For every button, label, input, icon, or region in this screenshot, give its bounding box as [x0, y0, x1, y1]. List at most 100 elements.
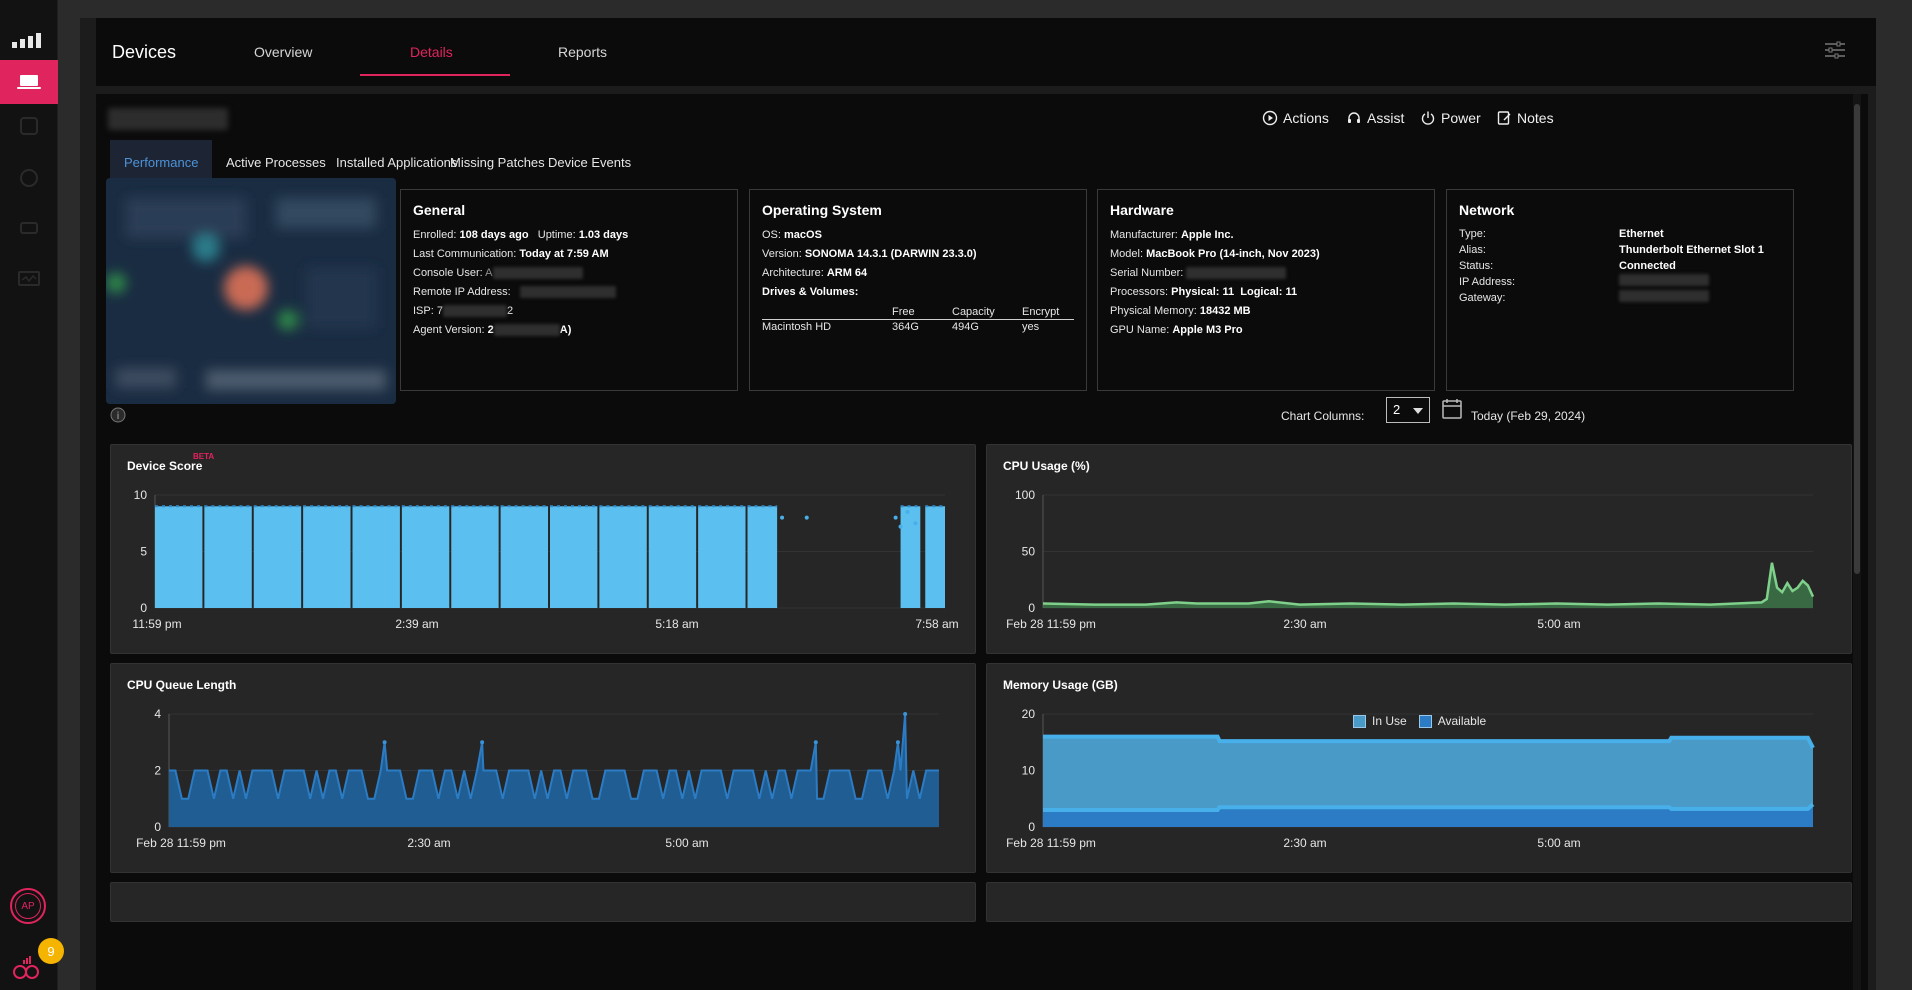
users-icon[interactable] [0, 206, 58, 250]
os-title: Operating System [762, 202, 882, 218]
subtab-missing-patches[interactable]: Missing Patches [450, 154, 545, 170]
legend-available[interactable]: Available [1437, 714, 1487, 728]
processors-label: Processors: [1110, 286, 1169, 298]
notes-button[interactable]: Notes [1496, 110, 1554, 126]
cpu-usage-title: CPU Usage (%) [1003, 459, 1090, 473]
subtab-device-events[interactable]: Device Events [548, 154, 632, 170]
architecture-value: ARM 64 [826, 267, 868, 279]
score-bar [204, 506, 252, 608]
date-picker-label[interactable]: Today (Feb 29, 2024) [1471, 409, 1586, 423]
tab-reports[interactable]: Reports [558, 44, 608, 60]
x-tick-label: 2:30 am [1283, 836, 1326, 850]
network-status-value: Connected [1619, 260, 1676, 272]
network-alias-value: Thunderbolt Ethernet Slot 1 [1619, 244, 1764, 256]
hardware-title: Hardware [1110, 202, 1174, 218]
drive-name: Macintosh HD [762, 321, 832, 333]
x-tick-label: 5:00 am [1537, 836, 1580, 850]
memory-label: Physical Memory: [1110, 305, 1197, 317]
agent-version-partial-b: A) [559, 324, 572, 336]
signal-bars-icon[interactable] [0, 18, 58, 62]
manufacturer-row: Manufacturer: Apple Inc. [1110, 226, 1422, 245]
console-user-partial: A [485, 267, 493, 279]
console-user-row: Console User: A [413, 264, 725, 283]
agent-version-label: Agent Version: [413, 324, 485, 336]
subtab-installed-applications[interactable]: Installed Applications [336, 154, 458, 170]
avatar-initials: AP [15, 893, 41, 919]
gpu-row: GPU Name: Apple M3 Pro [1110, 321, 1422, 340]
serial-row: Serial Number: [1110, 264, 1422, 283]
tab-overview[interactable]: Overview [254, 44, 313, 60]
score-bar [925, 506, 945, 608]
notification-count-badge: 9 [38, 938, 64, 964]
actions-button[interactable]: Actions [1262, 110, 1329, 126]
devices-laptop-icon[interactable] [0, 60, 58, 104]
score-point [893, 515, 898, 520]
globe-icon[interactable] [0, 156, 58, 200]
score-point [780, 515, 785, 520]
drives-header-capacity: Capacity [952, 306, 1022, 320]
top-nav-bar: Devices Overview Details Reports [96, 18, 1876, 86]
subtab-active-processes[interactable]: Active Processes [226, 154, 326, 170]
model-value: MacBook Pro (14-inch, Nov 2023) [1146, 248, 1320, 260]
network-gateway-label: Gateway: [1459, 292, 1506, 304]
network-type-value: Ethernet [1619, 228, 1664, 240]
drives-header-encrypt: Encrypt [1022, 306, 1074, 320]
y-tick-label: 0 [1028, 601, 1035, 615]
score-bar [550, 506, 598, 608]
os-value: macOS [784, 229, 822, 241]
architecture-row: Architecture: ARM 64 [762, 264, 1074, 283]
os-version-value: SONOMA 14.3.1 (DARWIN 23.3.0) [804, 248, 977, 260]
memory-in-use-area [1043, 804, 1813, 827]
score-bar [352, 506, 400, 608]
cpu-queue-plot: 4 2 0 Feb 28 11:59 pm 2:30 am 5:00 am [136, 707, 939, 850]
score-bar [155, 506, 203, 608]
main-frame: Devices Overview Details Reports [80, 18, 1876, 990]
network-status-label: Status: [1459, 260, 1494, 272]
manufacturer-label: Manufacturer: [1110, 229, 1178, 241]
puzzle-icon[interactable] [0, 104, 58, 148]
y-tick-label: 0 [1028, 820, 1035, 834]
x-tick-label: 7:58 am [915, 617, 958, 631]
memory-usage-plot: 20 10 0 Feb 28 11:59 pm 2:30 am 5:00 am [1006, 707, 1815, 850]
chart-columns-select[interactable]: 2 [1386, 397, 1430, 423]
power-button[interactable]: Power [1420, 110, 1481, 126]
network-type-label: Type: [1459, 228, 1486, 240]
remote-ip-redacted [519, 286, 616, 299]
score-point [913, 521, 918, 526]
enrolled-label: Enrolled: [413, 229, 457, 241]
monitor-icon[interactable] [0, 258, 58, 302]
memory-available-area [1043, 736, 1813, 827]
score-point [905, 509, 910, 514]
filter-sliders-icon[interactable] [1824, 40, 1846, 65]
y-tick-label: 4 [154, 707, 161, 721]
drives-label: Drives & Volumes: [762, 286, 859, 298]
notes-label: Notes [1517, 110, 1554, 126]
isp-redacted [442, 305, 507, 318]
legend-in-use[interactable]: In Use [1372, 714, 1407, 728]
tab-details[interactable]: Details [410, 44, 453, 60]
device-screenshot-thumbnail[interactable] [106, 178, 396, 404]
y-tick-label: 50 [1022, 545, 1036, 559]
gpu-label: GPU Name: [1110, 324, 1170, 336]
assist-button[interactable]: Assist [1346, 110, 1404, 126]
x-tick-label: Feb 28 11:59 pm [1006, 836, 1096, 850]
beta-badge: BETA [193, 452, 215, 461]
console-user-label: Console User: [413, 267, 483, 279]
serial-redacted [1186, 267, 1287, 280]
score-bar [253, 506, 302, 608]
left-rail: AP 9 [0, 0, 64, 990]
info-icon[interactable]: i [110, 407, 126, 428]
content-scrollbar-thumb[interactable] [1854, 104, 1860, 574]
user-avatar[interactable]: AP [10, 888, 46, 924]
x-tick-label: Feb 28 11:59 pm [1006, 617, 1096, 631]
y-tick-label: 0 [140, 601, 147, 615]
calendar-icon[interactable] [1442, 398, 1462, 425]
notifications-icon[interactable] [12, 952, 42, 980]
device-name-redacted [108, 108, 228, 130]
isp-partial-a: 7 [436, 305, 443, 317]
subtab-performance[interactable]: Performance [110, 140, 213, 184]
x-tick-label: 2:39 am [395, 617, 438, 631]
cpu-usage-chart: CPU Usage (%) 100 50 0 Feb 28 11:59 pm 2:30 … [986, 444, 1852, 654]
y-tick-label: 0 [154, 820, 161, 834]
